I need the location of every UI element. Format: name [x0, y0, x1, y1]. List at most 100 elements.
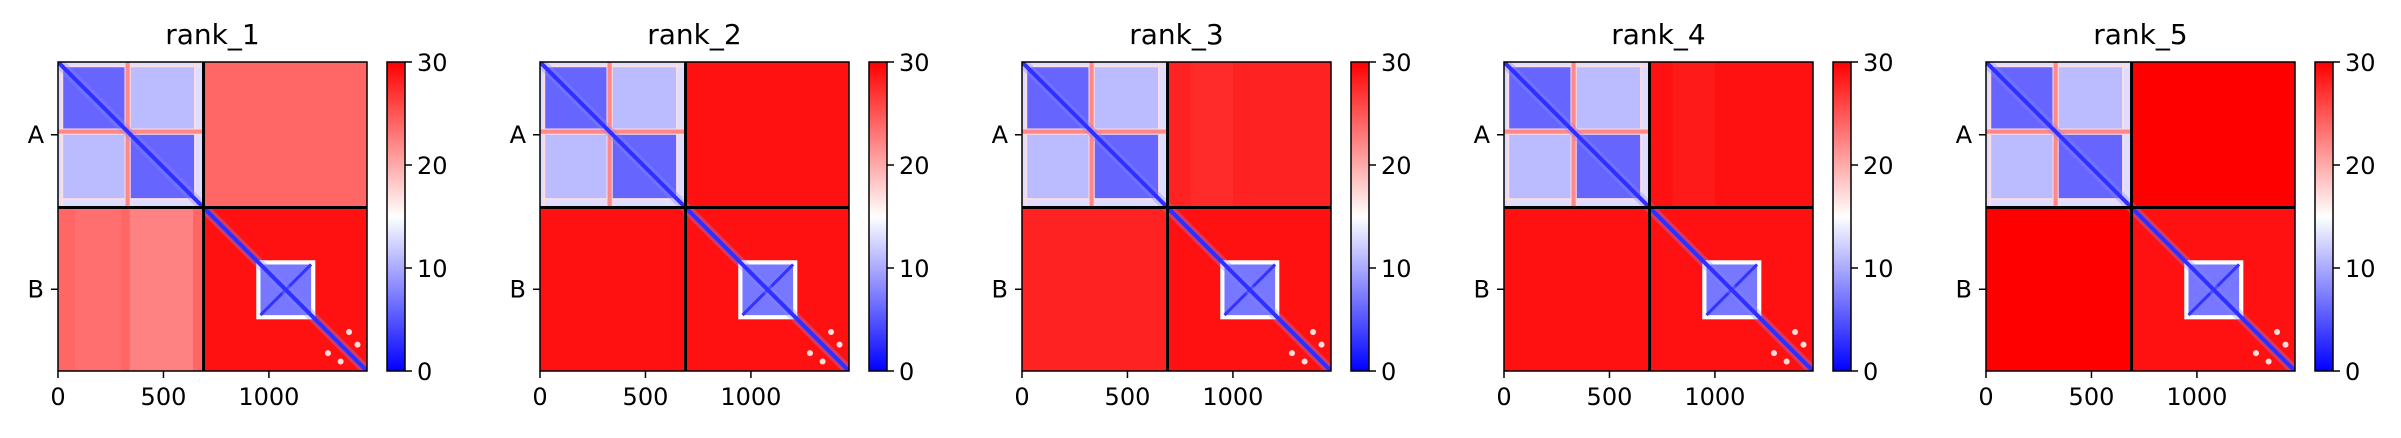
contact-spot — [1792, 328, 1799, 335]
domain-block — [62, 133, 126, 200]
contact-spot — [324, 350, 331, 357]
contact-spot — [2282, 341, 2289, 348]
domain-block — [1026, 133, 1090, 200]
interchain-stripe — [74, 207, 122, 371]
colorbar-tick-label: 20 — [899, 152, 930, 180]
contact-spot — [2252, 350, 2259, 357]
diagonal — [1504, 62, 1813, 371]
colorbar-tick-label: 10 — [1381, 255, 1412, 283]
colorbar-tick-label: 20 — [2345, 152, 2376, 180]
chain-label: A — [510, 121, 527, 149]
chain-label: B — [28, 275, 44, 303]
colorbar-tick-label: 20 — [1863, 152, 1894, 180]
contact-spot — [1800, 341, 1807, 348]
x-tick-label: 0 — [1014, 383, 1029, 411]
x-tick-label: 1000 — [1684, 383, 1745, 411]
colorbar-tick-label: 0 — [1381, 358, 1396, 386]
panel-rank_2: rank_2 0 500 1000 A B 0 10 20 30 — [510, 18, 930, 411]
x-tick-label: 0 — [1496, 383, 1511, 411]
interchain-stripe — [129, 207, 193, 371]
loop-band — [1986, 129, 2132, 134]
colorbar-tick-label: 30 — [417, 49, 448, 77]
contact-spot — [1318, 341, 1325, 348]
diagonal — [1986, 62, 2295, 371]
interchain-stripe — [203, 62, 219, 208]
interchain-stripe — [226, 62, 269, 208]
domain-block — [1575, 66, 1642, 130]
colorbar-tick-label: 30 — [1381, 49, 1412, 77]
contact-spot — [806, 350, 813, 357]
panel-title: rank_2 — [647, 18, 741, 51]
chain-label: B — [1956, 275, 1972, 303]
axes-frame — [1503, 61, 1814, 372]
panel-title: rank_3 — [1129, 18, 1223, 51]
diagonal — [540, 62, 849, 371]
contact-spot — [337, 358, 344, 365]
loop-band — [58, 129, 204, 134]
contact-spot — [1288, 350, 1295, 357]
x-tick-label: 500 — [1587, 383, 1633, 411]
loop-band — [1571, 62, 1576, 208]
contact-spot — [354, 341, 361, 348]
colorbar-tick-label: 0 — [2345, 358, 2360, 386]
colorbar — [2314, 61, 2334, 372]
colorbar-tick-label: 0 — [899, 358, 914, 386]
domain-block — [611, 66, 678, 130]
x-tick-label: 0 — [532, 383, 547, 411]
loop-band — [1089, 62, 1094, 208]
loop-band — [1504, 129, 1650, 134]
chain-label: A — [28, 121, 45, 149]
contact-spot — [1301, 358, 1308, 365]
panel-title: rank_4 — [1611, 18, 1705, 51]
domain-block — [1093, 66, 1160, 130]
panel-title: rank_5 — [2093, 18, 2187, 51]
contact-spot — [1310, 328, 1317, 335]
axes-frame — [1021, 61, 1332, 372]
domain-block — [1508, 133, 1572, 200]
diagonal — [58, 62, 367, 371]
x-tick-label: 1000 — [238, 383, 299, 411]
domain-block — [544, 133, 608, 200]
domain-block — [129, 66, 196, 130]
colorbar-tick-label: 30 — [1863, 49, 1894, 77]
axes-frame — [539, 61, 850, 372]
colorbar-tick-label: 0 — [417, 358, 432, 386]
diagonal — [1022, 62, 1331, 371]
chain-label: A — [1474, 121, 1491, 149]
heatmap-matrix — [540, 62, 849, 371]
x-tick-label: 1000 — [1202, 383, 1263, 411]
panel-rank_1: rank_1 0 500 1000 A B 0 10 20 30 — [28, 18, 448, 411]
contact-spot — [819, 358, 826, 365]
colorbar-tick-label: 20 — [1381, 152, 1412, 180]
axes-frame — [1985, 61, 2296, 372]
interchain-stripe — [1190, 62, 1233, 208]
colorbar-tick-label: 30 — [899, 49, 930, 77]
loop-band — [1022, 129, 1168, 134]
x-tick-label: 500 — [623, 383, 669, 411]
contact-spot — [1770, 350, 1777, 357]
axes-frame — [57, 61, 368, 372]
colorbar — [1832, 61, 1852, 372]
colorbar-tick-label: 20 — [417, 152, 448, 180]
chain-label: A — [1956, 121, 1973, 149]
heatmap-matrix — [1504, 62, 1813, 371]
colorbar-tick-label: 30 — [2345, 49, 2376, 77]
x-tick-label: 500 — [2069, 383, 2115, 411]
x-tick-label: 500 — [141, 383, 187, 411]
contact-spot — [2274, 328, 2281, 335]
contact-spot — [828, 328, 835, 335]
colorbar-tick-label: 10 — [2345, 255, 2376, 283]
interchain-stripe — [1672, 62, 1715, 208]
contact-spot — [1783, 358, 1790, 365]
colorbar — [386, 61, 406, 372]
panel-title: rank_1 — [165, 18, 259, 51]
loop-band — [540, 129, 686, 134]
colorbar-tick-label: 0 — [1863, 358, 1878, 386]
chain-label: B — [992, 275, 1008, 303]
heatmap-matrix — [58, 62, 367, 371]
x-tick-label: 0 — [50, 383, 65, 411]
chain-label: A — [992, 121, 1009, 149]
panel-rank_3: rank_3 0 500 1000 A B 0 10 20 30 — [992, 18, 1412, 411]
panel-rank_5: rank_5 0 500 1000 A B 0 10 20 30 — [1956, 18, 2376, 411]
x-tick-label: 1000 — [720, 383, 781, 411]
